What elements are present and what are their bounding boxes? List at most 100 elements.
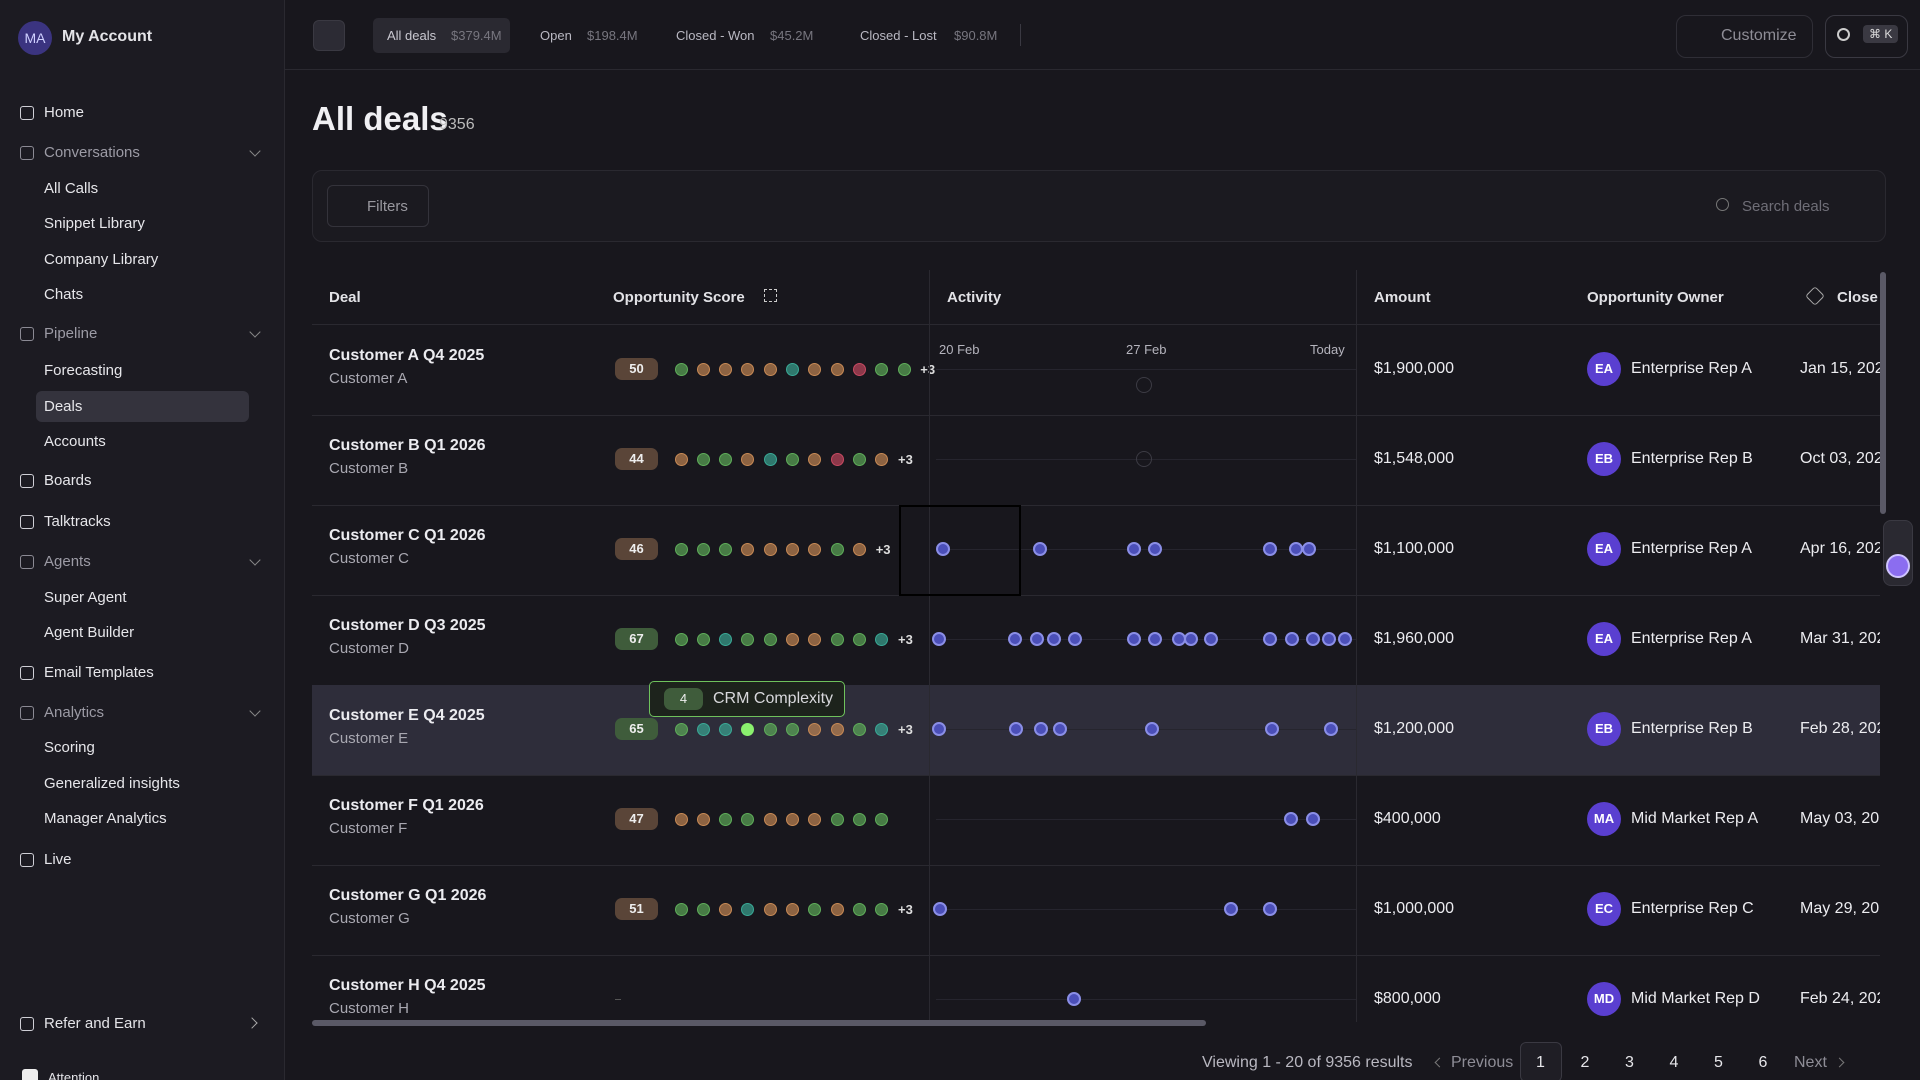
- page-number[interactable]: 3: [1625, 1054, 1634, 1071]
- activity-dot[interactable]: [1126, 542, 1141, 556]
- nav-item[interactable]: Email Templates: [44, 664, 154, 681]
- deal-name[interactable]: Customer D Q3 2025: [329, 617, 486, 634]
- activity-dot[interactable]: [1147, 632, 1162, 646]
- search-input[interactable]: Search deals: [1742, 198, 1830, 215]
- page-number[interactable]: 5: [1714, 1054, 1723, 1071]
- activity-dot[interactable]: [1262, 632, 1277, 646]
- column-header[interactable]: Amount: [1374, 289, 1431, 306]
- activity-dot[interactable]: [1009, 722, 1024, 736]
- h-scrollbar[interactable]: [312, 1020, 1206, 1026]
- nav-item[interactable]: Agent Builder: [44, 624, 135, 641]
- nav-item[interactable]: Talktracks: [44, 513, 111, 530]
- nav-item[interactable]: Manager Analytics: [44, 810, 167, 827]
- activity-dot[interactable]: [933, 902, 948, 916]
- activity-dot[interactable]: [932, 632, 947, 646]
- nav-item[interactable]: Scoring: [44, 739, 95, 756]
- nav-item[interactable]: Agents: [44, 553, 91, 570]
- nav-item[interactable]: Boards: [44, 472, 92, 489]
- activity-dot[interactable]: [1262, 902, 1277, 916]
- sidebar-toggle[interactable]: [313, 20, 345, 51]
- nav-item[interactable]: Company Library: [44, 251, 159, 268]
- activity-dot[interactable]: [1147, 542, 1162, 556]
- customize-button[interactable]: [1676, 15, 1813, 58]
- activity-dot[interactable]: [1032, 542, 1047, 556]
- tab-amount[interactable]: $45.2M: [770, 28, 814, 43]
- activity-dot[interactable]: [1030, 632, 1045, 646]
- activity-dot[interactable]: [1305, 812, 1320, 826]
- activity-dot[interactable]: [1008, 632, 1023, 646]
- activity-dot[interactable]: [1283, 812, 1298, 826]
- activity-dot[interactable]: [1126, 632, 1141, 646]
- nav-item[interactable]: Home: [44, 104, 85, 121]
- activity-dot[interactable]: [1337, 632, 1352, 646]
- page-number[interactable]: 2: [1580, 1054, 1590, 1071]
- filters-button[interactable]: [327, 185, 429, 227]
- previous[interactable]: Previous: [1451, 1054, 1514, 1071]
- activity-dot[interactable]: [1301, 542, 1316, 556]
- deal-name[interactable]: Customer H Q4 2025: [329, 977, 486, 994]
- page-number[interactable]: 4: [1669, 1054, 1679, 1071]
- activity-dot[interactable]: [1033, 722, 1048, 736]
- nav-item[interactable]: Super Agent: [44, 589, 127, 606]
- tab-amount[interactable]: $379.4M: [451, 28, 502, 43]
- row-border: [312, 865, 1880, 866]
- column-header[interactable]: Close: [1837, 289, 1878, 306]
- activity-dot[interactable]: [1184, 632, 1199, 646]
- tab-label[interactable]: Closed - Won: [676, 28, 755, 43]
- nav-item[interactable]: Forecasting: [44, 362, 123, 379]
- activity-dot[interactable]: [932, 722, 947, 736]
- activity-dot[interactable]: [1053, 722, 1068, 736]
- account-name[interactable]: My Account: [62, 28, 153, 45]
- deal-name[interactable]: Customer E Q4 2025: [329, 707, 485, 724]
- tab-amount[interactable]: $198.4M: [587, 28, 638, 43]
- nav-item[interactable]: Analytics: [44, 704, 105, 721]
- activity-dot[interactable]: [1265, 722, 1280, 736]
- column-header[interactable]: Deal: [329, 289, 361, 306]
- nav-item[interactable]: Conversations: [44, 144, 140, 161]
- nav-item[interactable]: Snippet Library: [44, 215, 145, 232]
- owner-name: Enterprise Rep C: [1631, 900, 1754, 917]
- search-button[interactable]: [1825, 15, 1908, 58]
- page-number[interactable]: 6: [1758, 1054, 1768, 1071]
- activity-dot[interactable]: [1047, 632, 1062, 646]
- nav-item[interactable]: Generalized insights: [44, 775, 180, 792]
- column-header[interactable]: Opportunity Owner: [1587, 289, 1724, 306]
- page-number[interactable]: 1: [1536, 1054, 1545, 1071]
- activity-dot[interactable]: [1321, 632, 1336, 646]
- deal-name[interactable]: Customer G Q1 2026: [329, 887, 487, 904]
- filters-label[interactable]: Filters: [367, 198, 408, 215]
- activity-dot[interactable]: [1305, 632, 1320, 646]
- deal-name[interactable]: Customer B Q1 2026: [329, 437, 486, 454]
- activity-dot[interactable]: [1145, 722, 1160, 736]
- footer-item[interactable]: Refer and Earn: [44, 1015, 146, 1032]
- next[interactable]: Next: [1794, 1054, 1827, 1071]
- activity-dot[interactable]: [1223, 902, 1238, 916]
- nav-item[interactable]: Live: [44, 851, 72, 868]
- activity-dot[interactable]: [1204, 632, 1219, 646]
- activity-dot[interactable]: [1288, 542, 1303, 556]
- activity-dot[interactable]: [1068, 632, 1083, 646]
- column-header[interactable]: Opportunity Score: [613, 289, 745, 306]
- tab-label[interactable]: Closed - Lost: [860, 28, 937, 43]
- footer-item[interactable]: Attention: [48, 1070, 100, 1080]
- deal-name[interactable]: Customer A Q4 2025: [329, 347, 485, 364]
- activity-dot[interactable]: [1066, 992, 1081, 1006]
- tab-amount[interactable]: $90.8M: [954, 28, 998, 43]
- account-avatar[interactable]: MA: [18, 21, 52, 55]
- nav-item[interactable]: Deals: [44, 398, 83, 415]
- activity-dot[interactable]: [1262, 542, 1277, 556]
- nav-item[interactable]: Pipeline: [44, 325, 98, 342]
- nav-item[interactable]: Chats: [44, 286, 84, 303]
- tab-label[interactable]: Open: [540, 28, 572, 43]
- deal-name[interactable]: Customer C Q1 2026: [329, 527, 486, 544]
- activity-dot[interactable]: [1284, 632, 1299, 646]
- nav-item[interactable]: Accounts: [44, 433, 106, 450]
- v-scrollbar[interactable]: [1880, 272, 1886, 514]
- nav-item[interactable]: All Calls: [44, 180, 99, 197]
- customize-label[interactable]: Customize: [1721, 27, 1797, 44]
- activity-dot[interactable]: [935, 542, 950, 556]
- activity-dot[interactable]: [1324, 722, 1339, 736]
- deal-name[interactable]: Customer F Q1 2026: [329, 797, 484, 814]
- column-header[interactable]: Activity: [947, 289, 1002, 306]
- tab-label[interactable]: All deals: [387, 28, 437, 43]
